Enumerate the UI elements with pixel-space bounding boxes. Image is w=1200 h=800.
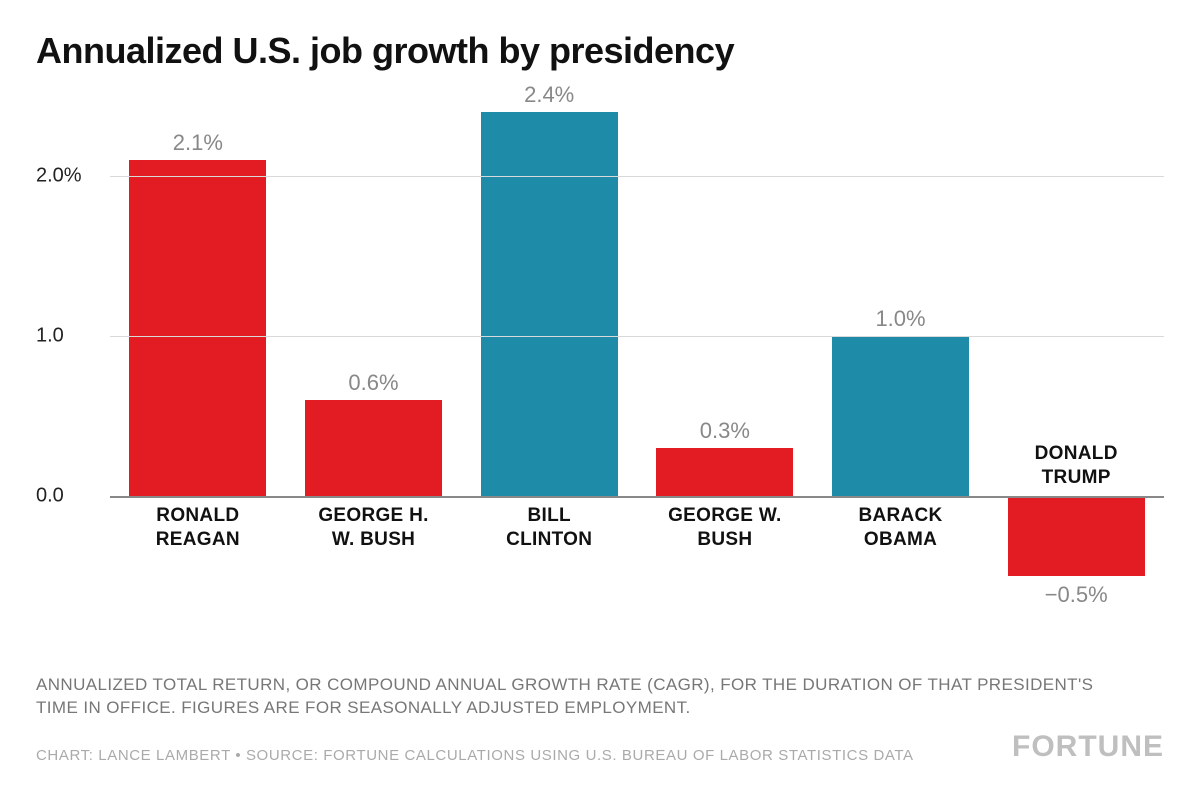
bars-container: 2.1% RONALDREAGAN 0.6% GEORGE H.W. BUSH2.4%… <box>110 96 1164 656</box>
plot-region: 2.1% RONALDREAGAN 0.6% GEORGE H.W. BUSH2.4%… <box>110 96 1164 656</box>
bar-column: −0.5% DONALDTRUMP <box>988 96 1164 656</box>
bar-column: 1.0% BARACKOBAMA <box>813 96 989 656</box>
y-tick-label: 1.0 <box>36 325 100 348</box>
category-label: GEORGE H.W. BUSH <box>286 504 462 552</box>
category-label: BARACKOBAMA <box>813 504 989 552</box>
bar <box>129 160 266 496</box>
bar-column: 2.1% RONALDREAGAN <box>110 96 286 656</box>
value-label: 2.4% <box>461 82 637 108</box>
value-label: 0.6% <box>286 370 462 396</box>
footer: ANNUALIZED TOTAL RETURN, OR COMPOUND ANN… <box>36 674 1164 764</box>
gridline <box>110 336 1164 337</box>
y-tick-label: 0.0 <box>36 485 100 508</box>
baseline <box>110 496 1164 498</box>
chart-area: 2.1% RONALDREAGAN 0.6% GEORGE H.W. BUSH2.4%… <box>36 96 1164 656</box>
bar <box>656 448 793 496</box>
footnote: ANNUALIZED TOTAL RETURN, OR COMPOUND ANN… <box>36 674 1096 720</box>
value-label: −0.5% <box>988 582 1164 608</box>
bar <box>481 112 618 496</box>
value-label: 0.3% <box>637 418 813 444</box>
gridline <box>110 176 1164 177</box>
bar-column: 2.4%BILLCLINTON <box>461 96 637 656</box>
category-label: RONALDREAGAN <box>110 504 286 552</box>
category-label: GEORGE W.BUSH <box>637 504 813 552</box>
bar <box>1008 496 1145 576</box>
source-row: CHART: LANCE LAMBERT • SOURCE: FORTUNE C… <box>36 730 1164 764</box>
source-text: CHART: LANCE LAMBERT • SOURCE: FORTUNE C… <box>36 747 914 764</box>
y-tick-label: 2.0% <box>36 165 100 188</box>
chart-title: Annualized U.S. job growth by presidency <box>36 30 1164 72</box>
bar-column: 0.3% GEORGE W.BUSH <box>637 96 813 656</box>
bar-column: 0.6% GEORGE H.W. BUSH <box>286 96 462 656</box>
category-label: DONALDTRUMP <box>988 442 1164 490</box>
bar <box>832 336 969 496</box>
category-label: BILLCLINTON <box>461 504 637 552</box>
bar <box>305 400 442 496</box>
value-label: 1.0% <box>813 306 989 332</box>
fortune-logo: FORTUNE <box>1012 730 1164 764</box>
value-label: 2.1% <box>110 130 286 156</box>
